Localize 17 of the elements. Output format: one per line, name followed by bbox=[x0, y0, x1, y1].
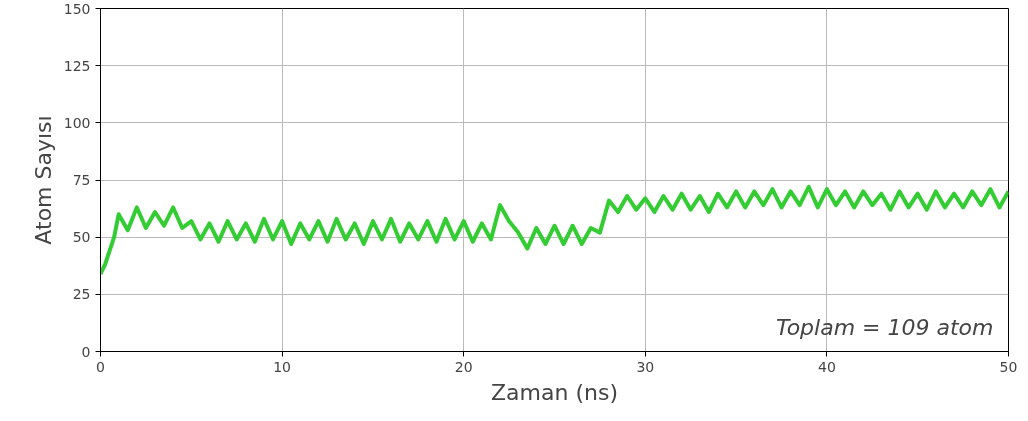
y-tick-label: 50 bbox=[72, 229, 91, 246]
annotation: Toplam = 109 atom bbox=[775, 314, 994, 340]
y-axis-title: Atom Sayısı bbox=[30, 115, 56, 245]
y-tick-label: 125 bbox=[63, 57, 91, 74]
y-tick-label: 150 bbox=[63, 0, 91, 17]
x-tick-label: 0 bbox=[96, 358, 105, 375]
line-series bbox=[100, 184, 1009, 276]
x-tick-label: 20 bbox=[454, 358, 473, 375]
x-tick-label: 40 bbox=[817, 358, 836, 375]
x-tick-label: 30 bbox=[636, 358, 655, 375]
y-tick-label: 25 bbox=[72, 286, 91, 303]
y-tick-label: 0 bbox=[81, 343, 91, 360]
x-tick-label: 10 bbox=[273, 358, 292, 375]
x-axis-title: Zaman (ns) bbox=[491, 379, 618, 405]
y-tick-label: 75 bbox=[72, 172, 91, 188]
y-tick-label: 100 bbox=[63, 114, 91, 131]
x-tick-label: 50 bbox=[999, 358, 1018, 375]
